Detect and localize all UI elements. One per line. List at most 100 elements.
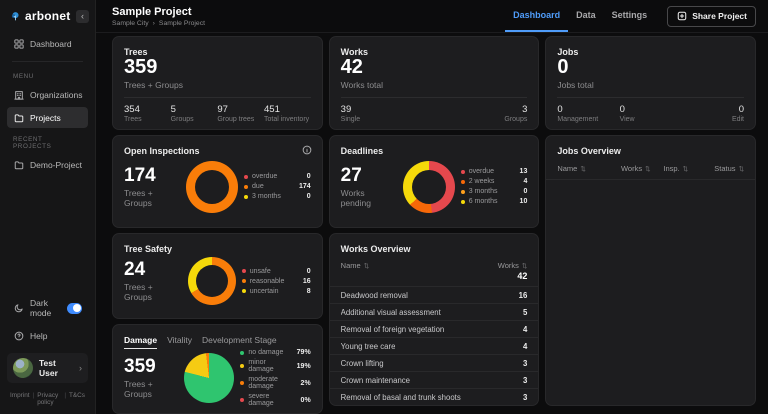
works-overview-card: Works Overview Name⇅ Works⇅ 42 Deadwood …	[329, 233, 540, 406]
trees-substats: 354Trees 5Groups 97Group trees 451Total …	[124, 97, 311, 123]
share-project-button[interactable]: Share Project	[667, 6, 756, 27]
sort-icon: ⇅	[364, 262, 369, 270]
top-bar: Sample Project Sample City › Sample Proj…	[96, 0, 768, 33]
column-header-status[interactable]: Status⇅	[714, 164, 744, 173]
header-tabs: Dashboard Data Settings	[505, 0, 655, 32]
legend-item: 3 months0	[461, 188, 528, 195]
works-overview-header: Name⇅ Works⇅ 42	[330, 254, 539, 286]
table-row[interactable]: Deadwood removal16	[330, 286, 539, 303]
legend-item: overdue0	[244, 173, 311, 180]
card-title: Jobs Overview	[546, 146, 755, 156]
deadlines-donut-chart	[403, 161, 455, 213]
damage-legend: no damage79% minor damage19% moderate da…	[240, 349, 310, 407]
tab-settings[interactable]: Settings	[604, 0, 656, 32]
distribution-unit: Trees + Groups	[124, 379, 170, 399]
table-row[interactable]: Crown maintenance3	[330, 371, 539, 388]
sidebar-section-menu: MENU	[0, 66, 95, 83]
sidebar-item-label: Dashboard	[30, 39, 72, 49]
trees-total-value: 359	[124, 57, 311, 77]
folder-icon	[13, 159, 24, 170]
privacy-policy-link[interactable]: Privacy policy	[37, 392, 61, 406]
tab-development-stage[interactable]: Development Stage	[202, 335, 277, 349]
open-inspections-value: 174	[124, 166, 172, 185]
help-label: Help	[30, 331, 47, 341]
card-title: Deadlines	[341, 146, 528, 156]
breadcrumb-separator: ›	[153, 20, 155, 27]
sidebar-collapse-button[interactable]: ‹	[76, 10, 89, 23]
deadlines-value: 27	[341, 166, 389, 185]
legend-item: overdue13	[461, 168, 528, 175]
tab-dashboard[interactable]: Dashboard	[505, 0, 568, 32]
column-middle: Works 42 Works total 39Single 3Groups De…	[329, 36, 540, 414]
user-name: Test User	[39, 358, 73, 378]
open-inspections-donut-chart	[186, 161, 238, 213]
imprint-link[interactable]: Imprint	[10, 392, 30, 406]
tree-safety-legend: unsafe0 reasonable16 uncertain8	[242, 268, 311, 295]
tree-safety-card: Tree Safety 24 Trees + Groups unsafe0 re…	[112, 233, 323, 319]
tab-damage[interactable]: Damage	[124, 335, 157, 349]
stat-edit: 0Edit	[682, 104, 744, 123]
table-row[interactable]: Crown lifting3	[330, 354, 539, 371]
distribution-card: Damage Vitality Development Stage 359 Tr…	[112, 324, 323, 414]
sort-icon: ⇅	[645, 165, 650, 173]
share-icon	[676, 11, 687, 22]
breadcrumb-parent[interactable]: Sample City	[112, 20, 149, 27]
column-header-works[interactable]: Works⇅	[498, 261, 528, 270]
dashboard-icon	[13, 38, 24, 49]
trees-total-label: Trees + Groups	[124, 80, 311, 90]
sort-icon: ⇅	[683, 165, 688, 173]
main-area: Sample Project Sample City › Sample Proj…	[96, 0, 768, 414]
sidebar-item-dashboard[interactable]: Dashboard	[7, 33, 88, 54]
table-row[interactable]: Young tree care4	[330, 337, 539, 354]
column-header-works[interactable]: Works⇅	[621, 164, 663, 173]
sidebar-item-demo-project[interactable]: Demo-Project	[7, 154, 88, 175]
damage-pie-chart	[184, 353, 234, 403]
tree-safety-unit: Trees + Groups	[124, 282, 174, 302]
terms-link[interactable]: T&Cs	[69, 392, 85, 406]
app-logo-text: arbonet	[25, 9, 70, 23]
card-title: Tree Safety	[124, 244, 311, 254]
trees-card: Trees 359 Trees + Groups 354Trees 5Group…	[112, 36, 323, 130]
sidebar-divider	[12, 61, 83, 62]
tab-data[interactable]: Data	[568, 0, 604, 32]
sidebar-item-organizations[interactable]: Organizations	[7, 84, 88, 105]
sidebar-item-projects[interactable]: Projects	[7, 107, 88, 128]
works-total-value: 42	[341, 57, 528, 77]
works-overview-total: 42	[517, 271, 527, 281]
legend-item: severe damage0%	[240, 393, 310, 407]
table-row[interactable]: Removal of basal and trunk shoots3	[330, 388, 539, 405]
sidebar-item-label: Demo-Project	[30, 160, 82, 170]
info-icon[interactable]	[302, 145, 312, 155]
open-inspections-legend: overdue0 due174 3 months0	[244, 173, 311, 200]
sidebar-section-recent: RECENT PROJECTS	[0, 129, 95, 153]
legend-item: unsafe0	[242, 268, 311, 275]
column-header-name[interactable]: Name⇅	[341, 261, 369, 270]
table-row[interactable]: Additional visual assessment5	[330, 303, 539, 320]
user-menu[interactable]: Test User ›	[7, 353, 88, 383]
deadlines-legend: overdue13 2 weeks4 3 months0 6 months10	[461, 168, 528, 205]
help-icon	[13, 330, 24, 341]
stat-trees: 354Trees	[124, 104, 171, 123]
tree-safety-value: 24	[124, 260, 174, 279]
dark-mode-toggle[interactable]	[67, 303, 82, 314]
sidebar: arbonet ‹ Dashboard MENU Organizations P…	[0, 0, 96, 414]
jobs-total-label: Jobs total	[557, 80, 744, 90]
stat-management: 0Management	[557, 104, 619, 123]
column-header-name[interactable]: Name⇅	[557, 164, 621, 173]
legend-item: 6 months10	[461, 198, 528, 205]
column-header-insp[interactable]: Insp.⇅	[663, 164, 701, 173]
jobs-card: Jobs 0 Jobs total 0Management 0View 0Edi…	[545, 36, 756, 130]
works-card: Works 42 Works total 39Single 3Groups	[329, 36, 540, 130]
tree-safety-donut-chart	[188, 257, 236, 305]
jobs-total-value: 0	[557, 57, 744, 77]
open-inspections-unit: Trees + Groups	[124, 188, 172, 208]
dark-mode-row: Dark mode	[7, 293, 88, 323]
organization-building-icon	[13, 89, 24, 100]
tab-vitality[interactable]: Vitality	[167, 335, 192, 349]
sidebar-item-help[interactable]: Help	[7, 325, 88, 346]
legend-item: 2 weeks4	[461, 178, 528, 185]
sort-icon: ⇅	[580, 165, 585, 173]
legend-item: 3 months0	[244, 193, 311, 200]
page-title: Sample Project	[112, 6, 205, 18]
table-row[interactable]: Removal of foreign vegetation4	[330, 320, 539, 337]
